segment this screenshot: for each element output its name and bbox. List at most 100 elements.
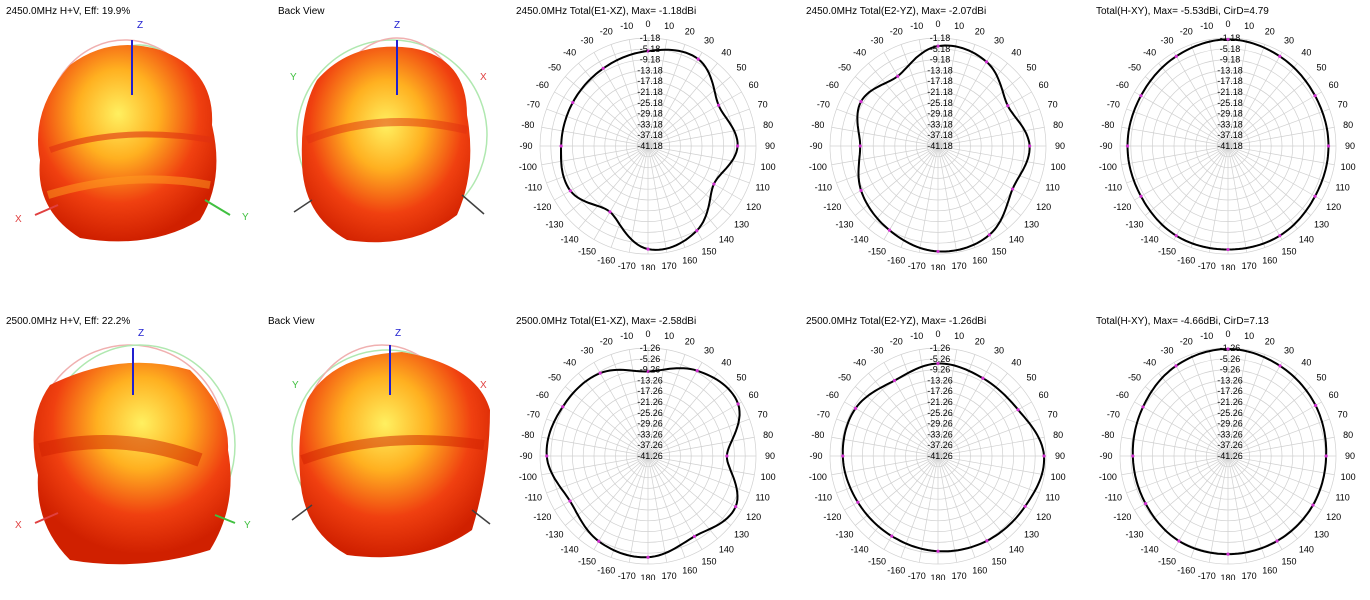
ring-label: -21.26 [927, 397, 953, 407]
ring-label: -37.26 [637, 440, 663, 450]
angle-tick-label: -70 [1107, 99, 1120, 109]
grid-spoke [1134, 145, 1229, 201]
angle-tick-label: -10 [1200, 21, 1213, 31]
ring-label: -17.26 [637, 386, 663, 396]
angle-tick-label: -150 [578, 557, 596, 567]
data-point [1275, 539, 1279, 543]
angle-tick-label: 100 [1341, 162, 1356, 172]
angle-tick-label: 20 [1265, 26, 1275, 36]
grid-spoke [937, 455, 976, 558]
angle-tick-label: 50 [1026, 373, 1036, 383]
angle-tick-label: -60 [1116, 80, 1129, 90]
y-axis-label: Y [244, 520, 251, 531]
polar-title: 2450.0MHz Total(E1-XZ), Max= -1.18dBi [516, 6, 697, 17]
angle-tick-label: -10 [620, 331, 633, 341]
grid-spoke [541, 436, 649, 457]
grid-spoke [647, 145, 703, 240]
z-axis-label: Z [395, 328, 401, 339]
grid-spoke [883, 52, 939, 147]
grid-spoke [1134, 455, 1229, 511]
angle-tick-label: 70 [1338, 409, 1348, 419]
ring-label: -13.26 [637, 375, 663, 385]
grid-spoke [565, 145, 649, 216]
ring-label: -17.18 [637, 76, 663, 86]
data-point [859, 99, 863, 104]
angle-tick-label: -120 [823, 202, 841, 212]
angle-tick-label: -10 [910, 21, 923, 31]
ring-label: -33.26 [637, 429, 663, 439]
back-view-panel: Back View Z Y X [272, 0, 502, 290]
grid-spoke [1227, 455, 1283, 550]
angle-tick-label: -130 [1126, 219, 1144, 229]
grid-spoke [1227, 52, 1283, 147]
ring-label: -21.26 [1217, 397, 1243, 407]
polar-chart-e1-xz: 2500.0MHz Total(E1-XZ), Max= -2.58dBi -1… [510, 310, 790, 600]
angle-tick-label: 70 [1048, 99, 1058, 109]
polar-title: 2500.0MHz Total(E2-YZ), Max= -1.26dBi [806, 316, 987, 327]
data-point [695, 369, 699, 373]
angle-tick-label: -120 [1113, 202, 1131, 212]
grid-spoke [1227, 126, 1335, 147]
angle-tick-label: -140 [1141, 544, 1159, 554]
angle-tick-label: 170 [662, 261, 677, 270]
grid-spoke [831, 126, 939, 147]
data-point [1313, 403, 1318, 408]
angle-tick-label: -20 [1180, 336, 1193, 346]
data-point [1006, 104, 1010, 108]
ring-label: -9.26 [1220, 365, 1241, 375]
ring-label: -21.18 [1217, 87, 1243, 97]
angle-tick-label: 80 [763, 120, 773, 130]
grid-spoke [647, 455, 750, 494]
grid-spoke [883, 145, 939, 240]
grid-spoke [937, 91, 1032, 147]
angle-tick-label: -130 [546, 529, 564, 539]
angle-tick-label: 60 [1039, 390, 1049, 400]
grid-spoke [1126, 108, 1229, 147]
data-point [568, 189, 573, 193]
ring-label: -17.26 [927, 386, 953, 396]
angle-tick-label: 30 [704, 35, 714, 45]
grid-spoke [937, 418, 1040, 457]
back-axis-left [293, 199, 313, 213]
grid-spoke [1158, 63, 1229, 147]
grid-spoke [937, 145, 993, 240]
data-point [1311, 503, 1315, 507]
data-point [1143, 501, 1148, 506]
grid-spoke [1145, 455, 1229, 526]
angle-tick-label: 140 [719, 544, 734, 554]
ring-label: -33.18 [1217, 119, 1243, 129]
angle-tick-label: 140 [1299, 234, 1314, 244]
grid-spoke [1227, 386, 1311, 457]
angle-tick-label: -170 [618, 261, 636, 270]
grid-spoke [554, 91, 649, 147]
grid-spoke [1208, 455, 1229, 563]
grid-spoke [883, 362, 939, 457]
grid-spoke [1227, 145, 1266, 248]
angle-tick-label: 90 [765, 141, 775, 151]
data-point [1278, 54, 1282, 58]
data-point [1278, 234, 1282, 238]
grid-spoke [647, 145, 742, 201]
data-point [716, 103, 721, 107]
data-point [1139, 94, 1143, 98]
grid-spoke [937, 44, 976, 147]
data-point [1010, 187, 1015, 191]
data-point [725, 454, 729, 458]
angle-tick-label: -50 [548, 63, 561, 73]
grid-spoke [937, 145, 958, 253]
polar-chart-h-xy: Total(H-XY), Max= -4.66dBi, CirD=7.13 -1… [1090, 310, 1370, 600]
grid-spoke [593, 362, 649, 457]
angle-tick-label: -110 [525, 183, 542, 193]
ring-label: -9.26 [640, 365, 661, 375]
data-point [1326, 144, 1331, 148]
angle-tick-label: 110 [1045, 183, 1059, 193]
grid-spoke [868, 145, 939, 229]
angle-tick-label: -140 [561, 544, 579, 554]
grid-spoke [937, 455, 1032, 511]
angle-tick-label: 30 [1284, 35, 1294, 45]
y-axis-line [204, 199, 231, 216]
data-point [981, 376, 985, 380]
ring-label: -25.26 [927, 408, 953, 418]
grid-spoke [1134, 91, 1229, 147]
iso-view-title: 2450.0MHz H+V, Eff: 19.9% [6, 6, 131, 17]
